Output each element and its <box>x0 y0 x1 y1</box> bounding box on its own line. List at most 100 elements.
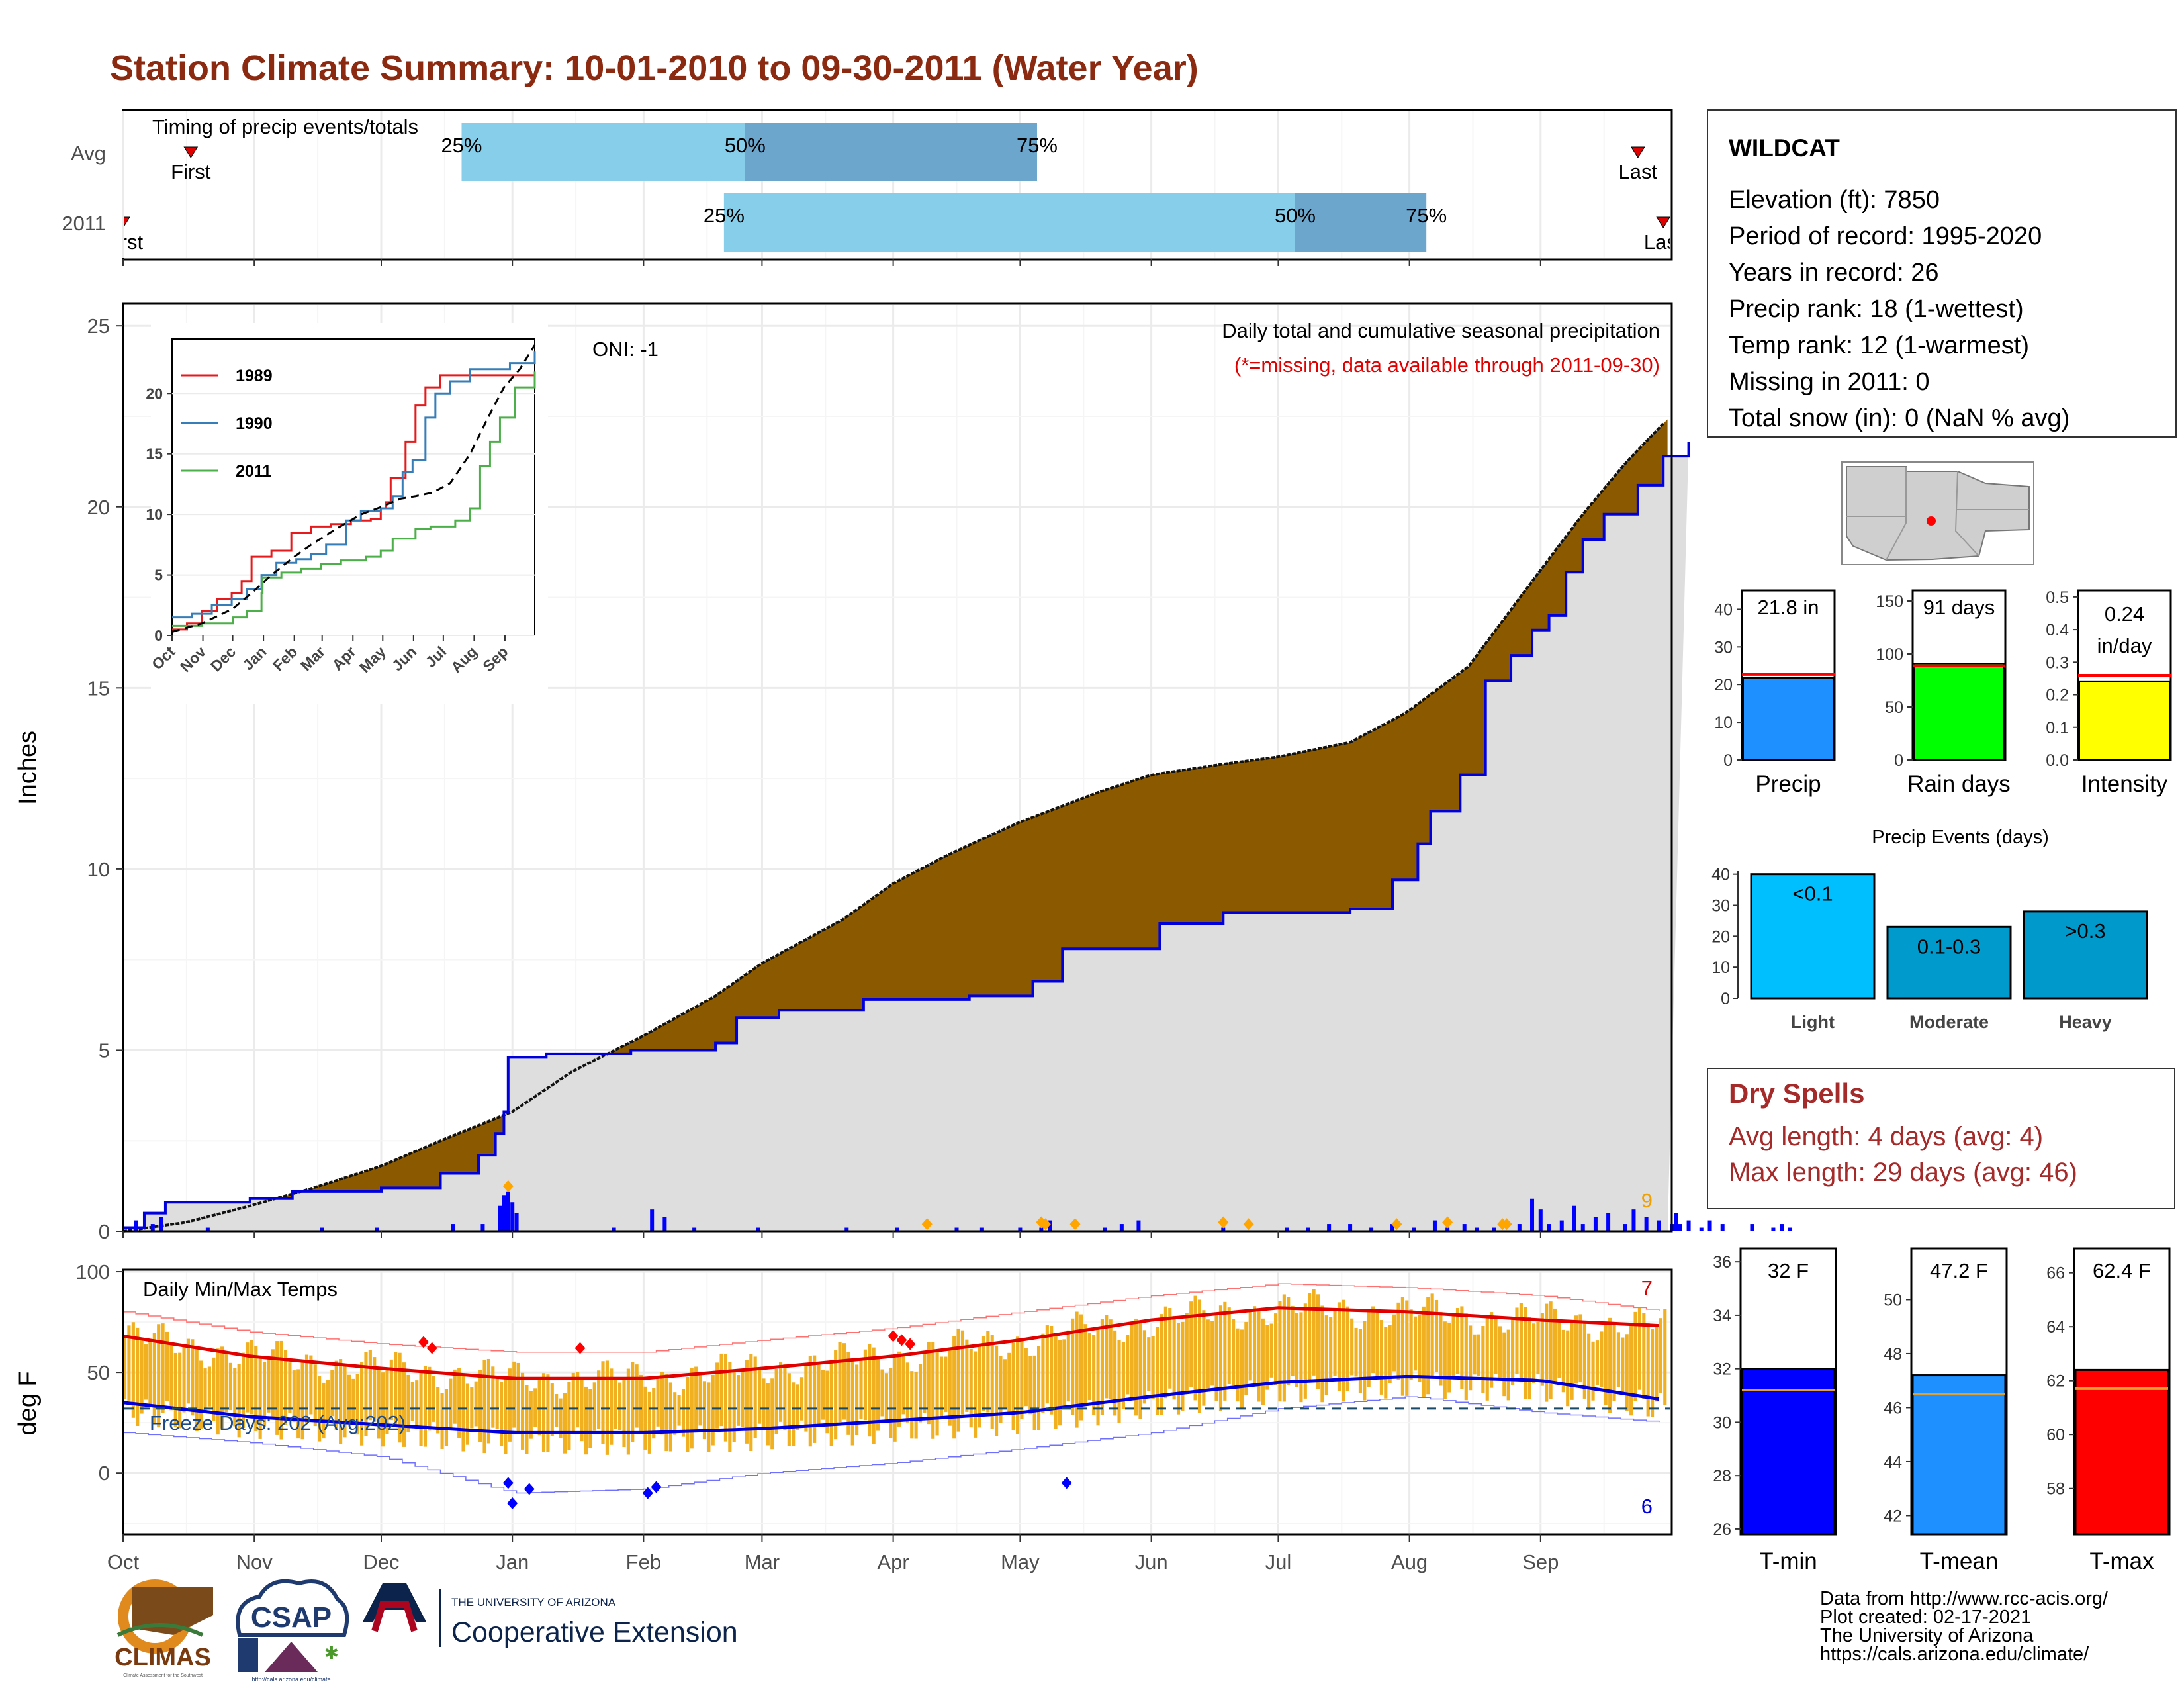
state-borders <box>1846 467 2029 561</box>
daily-temp-range-bar <box>1625 1334 1629 1411</box>
summary-bar-value <box>2079 680 2170 761</box>
daily-temp-range-bar <box>1578 1314 1582 1383</box>
summary-bar-tick-label: 0.2 <box>2046 686 2069 705</box>
summary-bar-tick-label: 150 <box>1876 592 1903 611</box>
daily-temp-range-bar <box>923 1351 927 1413</box>
daily-temp-range-bar <box>1637 1307 1641 1390</box>
daily-temp-range-bar <box>652 1388 656 1439</box>
daily-temp-range-bar <box>1147 1337 1151 1391</box>
daily-temp-range-bar <box>1075 1311 1079 1428</box>
summary-bar-tick-label: 0 <box>1894 751 1903 770</box>
daily-temp-range-bar <box>1354 1327 1358 1377</box>
daily-temp-range-bar <box>1367 1311 1371 1387</box>
daily-temp-range-bar <box>1532 1323 1536 1383</box>
temp-bar-tick-label: 34 <box>1713 1307 1731 1325</box>
daily-precip-bar <box>844 1227 849 1231</box>
daily-temp-range-bar <box>1130 1324 1134 1399</box>
timing-first-label: First <box>103 230 144 254</box>
daily-temp-range-bar <box>834 1350 838 1440</box>
daily-temp-range-bar <box>1278 1301 1282 1402</box>
events-y-tick-label: 0 <box>1721 990 1730 1008</box>
daily-temp-range-bar <box>664 1373 668 1452</box>
summary-bar-tick-label: 0.4 <box>2046 621 2069 639</box>
daily-temp-range-bar <box>1490 1312 1494 1388</box>
daily-temp-range-bar <box>758 1367 762 1424</box>
timing-p75-label: 75% <box>1406 204 1447 227</box>
daily-temp-range-bar <box>339 1359 343 1444</box>
daily-temp-range-bar <box>1240 1329 1244 1409</box>
daily-temp-range-bar <box>825 1370 829 1434</box>
timing-p75-label: 75% <box>1017 134 1058 157</box>
daily-temp-range-bar <box>1117 1340 1121 1423</box>
average-tmin-line <box>124 1375 1660 1434</box>
daily-temp-range-bar <box>516 1362 520 1433</box>
month-tick-label: Nov <box>236 1550 273 1573</box>
daily-temp-range-bar <box>1616 1332 1620 1387</box>
daily-temp-range-bar <box>808 1356 812 1447</box>
daily-temp-range-bar <box>723 1354 727 1442</box>
daily-temp-range-bar <box>203 1368 207 1412</box>
climas-tagline: Climate Assessment for the Southwest <box>123 1673 203 1678</box>
daily-temp-range-bar <box>432 1376 435 1422</box>
daily-temp-range-bar <box>1469 1325 1473 1391</box>
daily-precip-bar <box>1517 1224 1522 1231</box>
daily-temp-range-bar <box>423 1366 428 1447</box>
daily-temp-range-bar <box>347 1374 351 1421</box>
summary-bar-tick-label: 50 <box>1885 698 1903 717</box>
daily-temp-range-bar <box>559 1398 563 1438</box>
daily-temp-range-bar <box>1087 1333 1091 1401</box>
daily-temp-range-bar <box>1608 1317 1612 1413</box>
events-y-tick-label: 30 <box>1711 897 1730 915</box>
daily-temp-range-bar <box>1591 1341 1595 1401</box>
record-high-marker <box>887 1330 899 1342</box>
daily-temp-range-bar <box>1066 1330 1070 1402</box>
precip-record-count: 9 <box>1641 1189 1653 1212</box>
daily-precip-bar <box>1623 1224 1627 1231</box>
daily-temp-range-bar <box>1443 1321 1447 1399</box>
daily-temp-range-bar <box>1265 1325 1269 1390</box>
daily-temp-range-bar <box>774 1368 778 1434</box>
daily-temp-range-bar <box>1236 1328 1240 1402</box>
daily-temp-range-bar <box>910 1371 914 1439</box>
daily-temp-range-bar <box>1218 1305 1223 1411</box>
daily-temp-range-bar <box>799 1377 804 1421</box>
temp-y-tick-label: 0 <box>99 1462 110 1485</box>
daily-precip-bar <box>1412 1227 1416 1231</box>
daily-temp-range-bar <box>1316 1294 1320 1389</box>
month-tick-label: Jan <box>496 1550 529 1573</box>
daily-temp-range-bar <box>262 1361 267 1427</box>
daily-temp-range-bar <box>647 1391 651 1454</box>
daily-temp-range-bar <box>1502 1332 1506 1397</box>
daily-temp-range-bar <box>1545 1303 1549 1402</box>
station-elevation: Elevation (ft): 7850 <box>1729 186 1940 214</box>
daily-temp-range-bar <box>1202 1310 1206 1406</box>
temp-bar-tick-label: 46 <box>1884 1399 1902 1417</box>
daily-temp-range-bar <box>969 1348 973 1428</box>
daily-temp-range-bar <box>876 1358 880 1431</box>
daily-temp-range-bar <box>470 1387 474 1429</box>
daily-temp-range-bar <box>173 1352 177 1428</box>
daily-temp-range-bar <box>681 1388 686 1437</box>
footer-url: https://cals.arizona.edu/climate/ <box>1820 1644 2089 1665</box>
ua-extension-name: Cooperative Extension <box>451 1617 738 1648</box>
daily-precip-bar <box>895 1227 899 1231</box>
daily-temp-range-bar <box>1396 1302 1400 1380</box>
inset-series-line <box>172 371 536 627</box>
climas-logo: CLIMAS Climate Assessment for the Southw… <box>114 1579 213 1678</box>
daily-temp-range-bar <box>127 1325 131 1401</box>
daily-temp-range-bar <box>1036 1346 1041 1430</box>
timing-p50-label: 50% <box>1275 204 1316 227</box>
daily-precip-bar <box>1048 1220 1052 1231</box>
summary-bar-tick-label: 0.0 <box>2046 751 2069 770</box>
daily-temp-range-bar <box>271 1349 275 1418</box>
daily-temp-range-bar <box>711 1374 715 1446</box>
timing-row-label-year: 2011 <box>62 212 106 235</box>
daily-temp-range-bar <box>821 1370 825 1420</box>
daily-temp-range-bar <box>300 1361 304 1440</box>
daily-temp-range-bar <box>1481 1326 1485 1393</box>
precip-y-tick-label: 0 <box>99 1220 110 1243</box>
dry-spells-max: Max length: 29 days (avg: 46) <box>1729 1158 2077 1187</box>
daily-temp-range-bar <box>495 1376 499 1430</box>
daily-precip-bar <box>1657 1220 1661 1231</box>
